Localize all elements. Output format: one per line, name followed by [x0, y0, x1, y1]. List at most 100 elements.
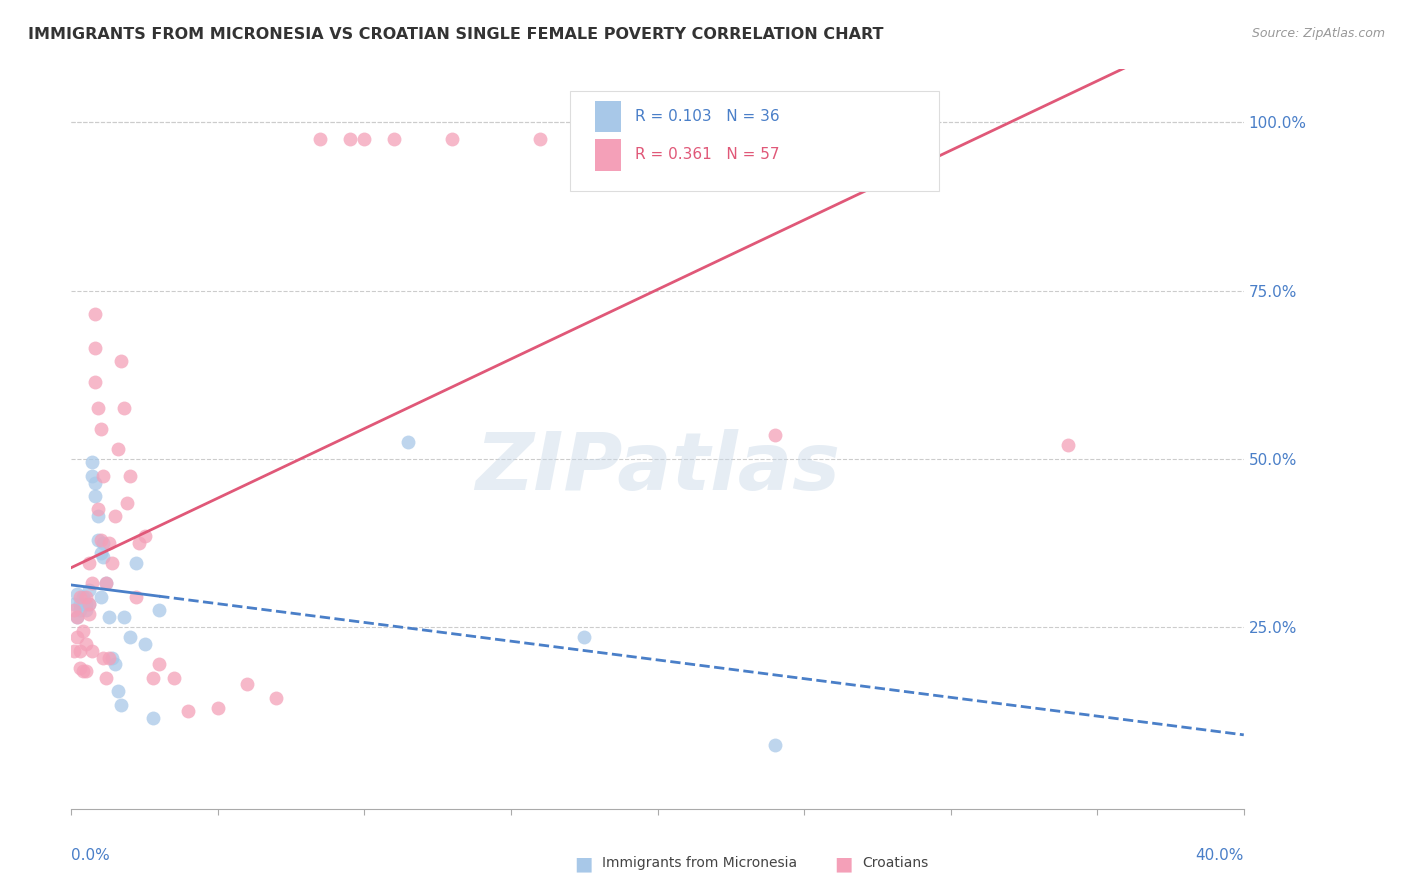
Point [118, 468, 141, 483]
Point [98, 610, 121, 624]
Point [90, 590, 112, 604]
Point [148, 657, 170, 672]
Point [96, 576, 118, 591]
Point [110, 698, 132, 712]
Point [207, 701, 229, 715]
Point [125, 557, 148, 571]
Point [96, 576, 118, 591]
Point [72, 597, 94, 611]
FancyBboxPatch shape [569, 91, 939, 191]
Point [647, 132, 669, 146]
Point [72, 624, 94, 638]
Point [266, 690, 288, 705]
Point [142, 671, 165, 685]
Text: ZIPatlas: ZIPatlas [475, 429, 839, 508]
Point [763, 428, 786, 442]
Point [77, 557, 100, 571]
Point [236, 677, 259, 691]
Point [177, 705, 200, 719]
Point [110, 354, 132, 368]
Point [90, 422, 112, 436]
Point [93, 468, 115, 483]
Point [93, 650, 115, 665]
Point [574, 631, 596, 645]
Point [75, 637, 97, 651]
Point [115, 496, 138, 510]
Point [75, 590, 97, 604]
Point [86, 509, 108, 524]
Point [104, 657, 127, 672]
Point [66, 610, 89, 624]
Point [86, 502, 108, 516]
Point [107, 442, 129, 456]
Point [63, 644, 86, 658]
Point [104, 509, 127, 524]
Point [112, 401, 135, 416]
Point [69, 590, 91, 604]
Text: ■: ■ [574, 854, 593, 873]
Point [75, 664, 97, 678]
Point [83, 489, 105, 503]
Point [880, 132, 903, 146]
Point [83, 341, 105, 355]
Point [77, 597, 100, 611]
Point [309, 132, 332, 146]
Point [163, 671, 186, 685]
Point [1057, 438, 1080, 452]
Point [83, 475, 105, 490]
Text: Source: ZipAtlas.com: Source: ZipAtlas.com [1251, 27, 1385, 40]
Point [80, 468, 103, 483]
Point [63, 597, 86, 611]
Point [80, 576, 103, 591]
Text: R = 0.103   N = 36: R = 0.103 N = 36 [636, 109, 780, 124]
Point [90, 533, 112, 547]
Point [75, 603, 97, 617]
Text: ■: ■ [834, 854, 853, 873]
Point [112, 610, 135, 624]
Point [75, 597, 97, 611]
Text: Immigrants from Micronesia: Immigrants from Micronesia [602, 856, 797, 871]
Point [77, 583, 100, 598]
Point [98, 650, 121, 665]
Text: IMMIGRANTS FROM MICRONESIA VS CROATIAN SINGLE FEMALE POVERTY CORRELATION CHART: IMMIGRANTS FROM MICRONESIA VS CROATIAN S… [28, 27, 883, 42]
Point [69, 597, 91, 611]
FancyBboxPatch shape [595, 139, 621, 170]
Point [148, 603, 170, 617]
Point [125, 590, 148, 604]
Text: Croatians: Croatians [862, 856, 928, 871]
Point [396, 435, 419, 450]
Point [763, 738, 786, 752]
Point [69, 644, 91, 658]
Point [80, 644, 103, 658]
Point [101, 650, 124, 665]
Point [96, 671, 118, 685]
Text: R = 0.361   N = 57: R = 0.361 N = 57 [636, 147, 780, 162]
Point [101, 557, 124, 571]
Point [63, 603, 86, 617]
Point [66, 610, 89, 624]
Point [72, 664, 94, 678]
Point [69, 603, 91, 617]
Point [69, 660, 91, 674]
FancyBboxPatch shape [595, 101, 621, 132]
Point [83, 307, 105, 321]
Point [86, 401, 108, 416]
Text: 0.0%: 0.0% [72, 848, 110, 863]
Point [77, 607, 100, 621]
Point [339, 132, 361, 146]
Point [353, 132, 375, 146]
Point [90, 546, 112, 560]
Point [80, 455, 103, 469]
Point [118, 631, 141, 645]
Point [529, 132, 551, 146]
Point [142, 711, 165, 725]
Point [66, 586, 89, 600]
Point [382, 132, 405, 146]
Point [128, 536, 150, 550]
Point [77, 597, 100, 611]
Point [93, 549, 115, 564]
Point [86, 533, 108, 547]
Point [72, 590, 94, 604]
Text: 40.0%: 40.0% [1195, 848, 1244, 863]
Point [134, 637, 156, 651]
